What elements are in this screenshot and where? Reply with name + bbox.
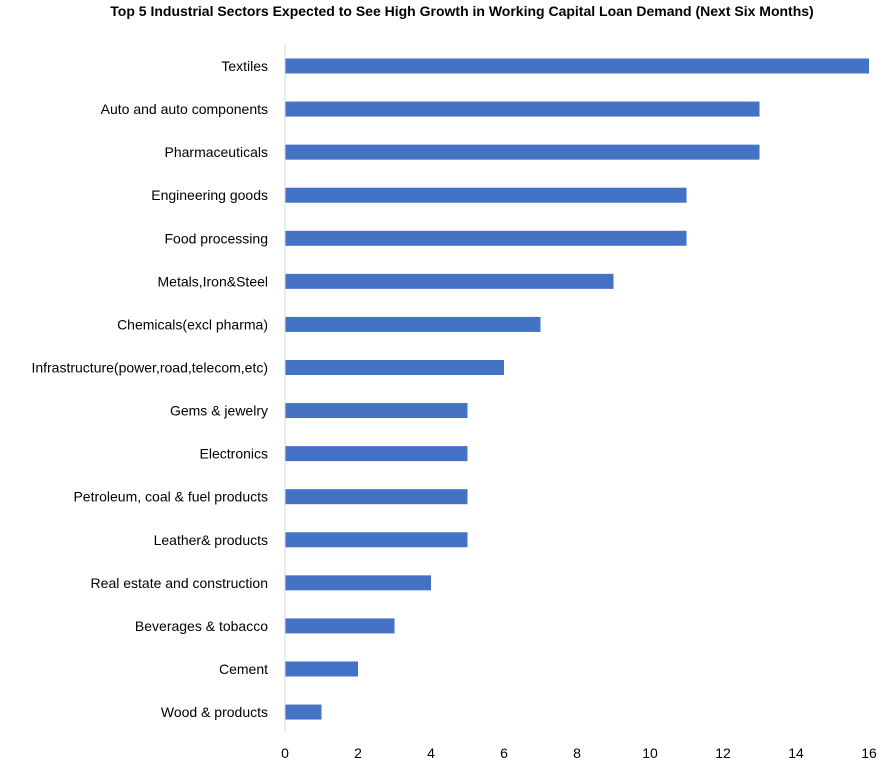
category-label-3: Engineering goods (151, 187, 268, 203)
bar-9 (285, 446, 468, 462)
bar-5 (285, 273, 614, 289)
bar-13 (285, 618, 395, 634)
x-tick-label-3: 6 (500, 745, 508, 761)
category-label-7: Infrastructure(power,road,telecom,etc) (31, 359, 268, 375)
x-tick-label-6: 12 (715, 745, 731, 761)
category-labels: Textiles Auto and auto components Pharmace… (31, 58, 268, 720)
bar-8 (285, 403, 468, 419)
chart-title: Top 5 Industrial Sectors Expected to See… (110, 3, 813, 19)
category-label-15: Wood & products (161, 704, 268, 720)
x-tick-label-5: 10 (642, 745, 658, 761)
bar-0 (285, 58, 869, 74)
bar-7 (285, 359, 504, 375)
category-label-12: Real estate and construction (91, 575, 268, 591)
category-label-4: Food processing (164, 230, 268, 246)
category-label-5: Metals,Iron&Steel (158, 273, 269, 289)
bar-6 (285, 316, 541, 332)
bar-15 (285, 704, 322, 720)
x-tick-label-4: 8 (573, 745, 581, 761)
category-label-1: Auto and auto components (101, 101, 268, 117)
bar-11 (285, 532, 468, 548)
bar-4 (285, 230, 687, 246)
bar-2 (285, 144, 760, 160)
bar-14 (285, 661, 358, 677)
bar-10 (285, 489, 468, 505)
category-label-11: Leather& products (154, 532, 268, 548)
bar-12 (285, 575, 431, 591)
category-label-9: Electronics (200, 446, 268, 462)
category-label-14: Cement (219, 661, 268, 677)
category-label-10: Petroleum, coal & fuel products (73, 489, 268, 505)
category-label-13: Beverages & tobacco (135, 618, 268, 634)
bar-3 (285, 187, 687, 203)
x-tick-label-2: 4 (427, 745, 435, 761)
bar-1 (285, 101, 760, 117)
x-tick-label-7: 14 (788, 745, 804, 761)
x-tick-labels: 0 2 4 6 8 10 12 14 16 (281, 745, 877, 761)
bars (285, 58, 869, 720)
x-tick-label-0: 0 (281, 745, 289, 761)
x-tick-label-8: 16 (861, 745, 877, 761)
category-label-8: Gems & jewelry (170, 403, 268, 419)
x-tick-label-1: 2 (354, 745, 362, 761)
category-label-6: Chemicals(excl pharma) (117, 316, 268, 332)
category-label-0: Textiles (221, 58, 268, 74)
category-label-2: Pharmaceuticals (165, 144, 269, 160)
